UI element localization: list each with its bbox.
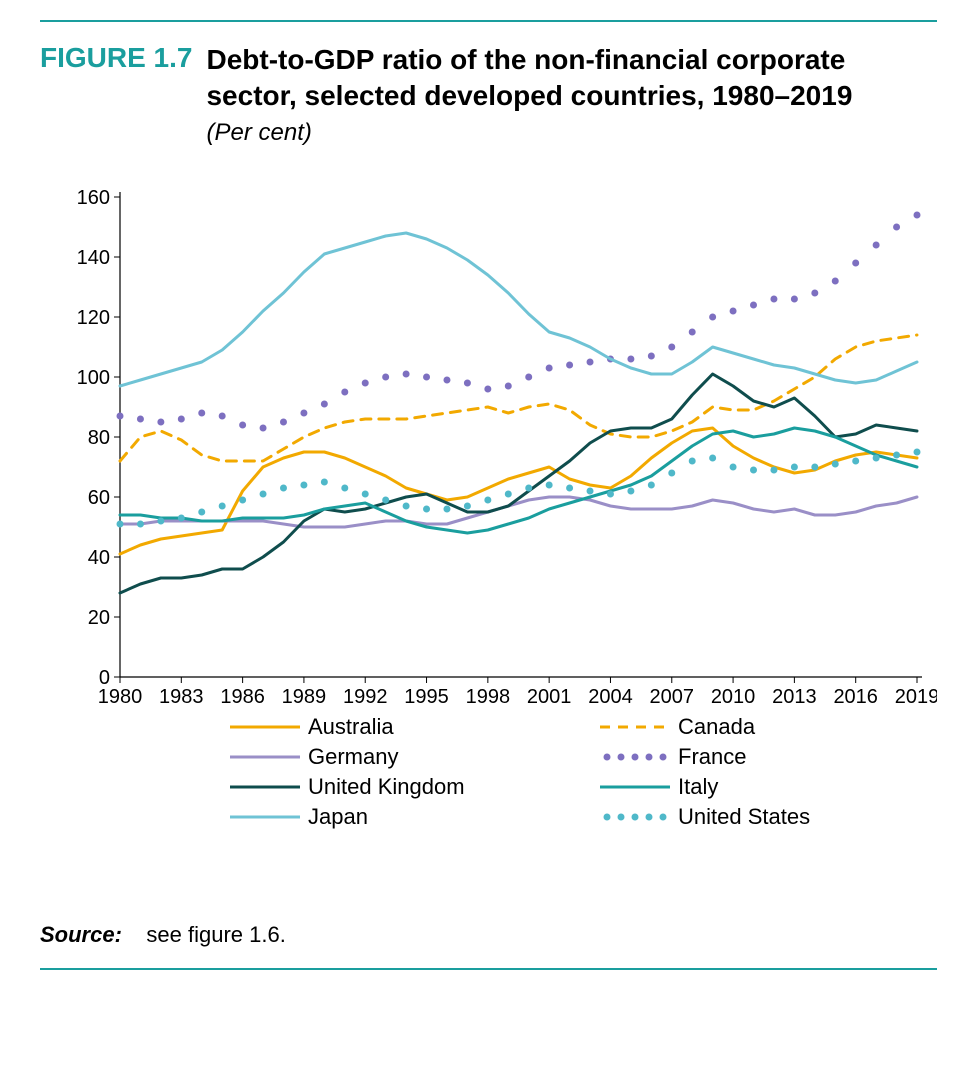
svg-text:2007: 2007 bbox=[650, 686, 695, 708]
svg-text:United States: United States bbox=[678, 804, 810, 829]
svg-text:2013: 2013 bbox=[772, 686, 817, 708]
svg-text:140: 140 bbox=[77, 247, 110, 269]
source-line: Source: see figure 1.6. bbox=[40, 922, 937, 948]
svg-text:2016: 2016 bbox=[833, 686, 878, 708]
svg-text:1995: 1995 bbox=[404, 686, 449, 708]
svg-text:France: France bbox=[678, 744, 746, 769]
source-label: Source: bbox=[40, 922, 122, 947]
figure-header: FIGURE 1.7 Debt-to-GDP ratio of the non-… bbox=[40, 42, 937, 147]
figure-label: FIGURE 1.7 bbox=[40, 42, 192, 74]
figure-subtitle: (Per cent) bbox=[206, 119, 937, 147]
svg-text:2004: 2004 bbox=[588, 686, 633, 708]
figure-title: Debt-to-GDP ratio of the non-financial c… bbox=[206, 42, 937, 115]
svg-text:1989: 1989 bbox=[282, 686, 327, 708]
svg-text:Germany: Germany bbox=[308, 744, 398, 769]
svg-text:1980: 1980 bbox=[98, 686, 143, 708]
svg-text:2019: 2019 bbox=[895, 686, 937, 708]
svg-text:Japan: Japan bbox=[308, 804, 368, 829]
bottom-rule bbox=[40, 968, 937, 970]
svg-text:20: 20 bbox=[88, 607, 110, 629]
line-chart: 0204060801001201401601980198319861989199… bbox=[40, 177, 937, 877]
svg-text:1986: 1986 bbox=[220, 686, 265, 708]
svg-text:1992: 1992 bbox=[343, 686, 388, 708]
svg-text:160: 160 bbox=[77, 187, 110, 209]
svg-text:United Kingdom: United Kingdom bbox=[308, 774, 465, 799]
chart-area: 0204060801001201401601980198319861989199… bbox=[40, 177, 937, 882]
svg-text:100: 100 bbox=[77, 367, 110, 389]
svg-text:80: 80 bbox=[88, 427, 110, 449]
svg-text:1983: 1983 bbox=[159, 686, 204, 708]
svg-text:Canada: Canada bbox=[678, 714, 756, 739]
top-rule bbox=[40, 20, 937, 22]
svg-text:2001: 2001 bbox=[527, 686, 572, 708]
svg-text:Italy: Italy bbox=[678, 774, 718, 799]
svg-text:120: 120 bbox=[77, 307, 110, 329]
svg-text:2010: 2010 bbox=[711, 686, 756, 708]
svg-text:1998: 1998 bbox=[466, 686, 511, 708]
svg-text:40: 40 bbox=[88, 547, 110, 569]
source-text: see figure 1.6. bbox=[146, 922, 285, 947]
svg-text:Australia: Australia bbox=[308, 714, 394, 739]
svg-text:60: 60 bbox=[88, 487, 110, 509]
